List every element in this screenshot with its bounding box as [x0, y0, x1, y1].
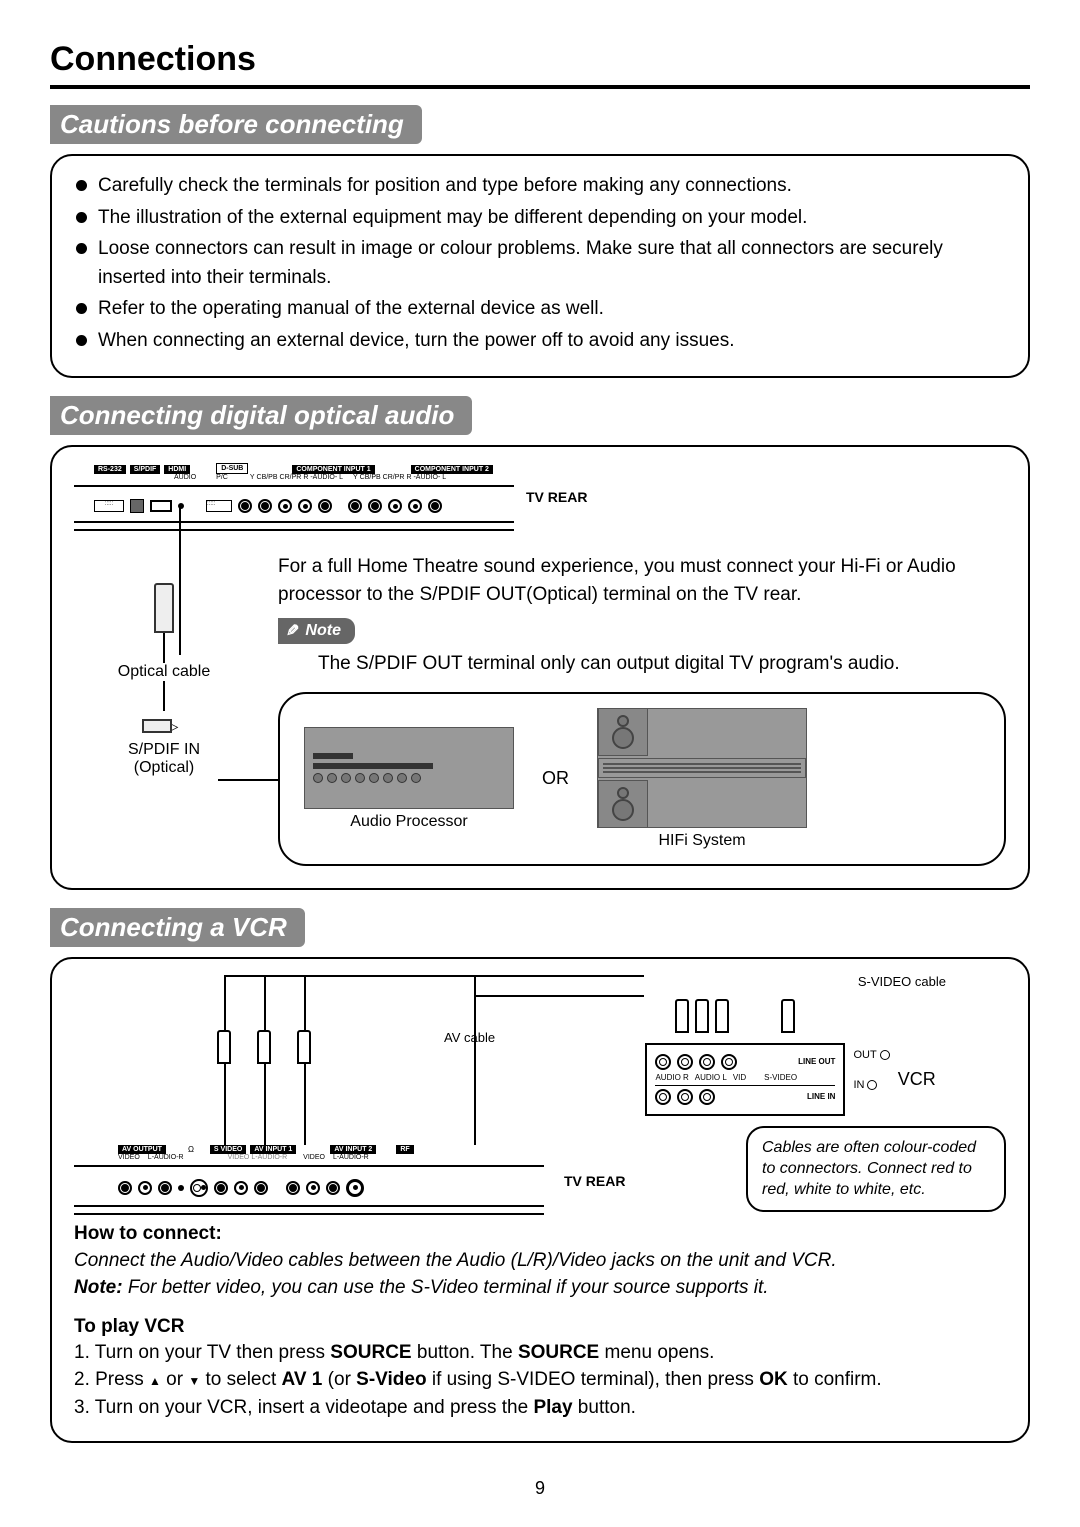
- to-play-head: To play VCR: [74, 1316, 1006, 1338]
- how-to-connect-note: Note: For better video, you can use the …: [74, 1274, 1006, 1302]
- port-label: AV INPUT 1: [250, 1145, 296, 1154]
- av-plug-icon: [297, 1030, 311, 1064]
- optical-cable-label: Optical cable: [118, 663, 211, 681]
- in-label: IN: [853, 1079, 864, 1091]
- or-label: OR: [542, 768, 569, 789]
- play-step: 2. Press or to select AV 1 (or S-Video i…: [74, 1367, 1006, 1394]
- color-code-info: Cables are often colour-coded to connect…: [746, 1126, 1006, 1212]
- optical-box: RS-232 S/PDIF HDMI D-SUB COMPONENT INPUT…: [50, 445, 1030, 890]
- audio-processor-image: [304, 727, 514, 809]
- note-bold: Note:: [74, 1277, 123, 1298]
- port-label: RS-232: [94, 465, 126, 474]
- section-header-cautions: Cautions before connecting: [50, 105, 422, 144]
- vcr-plug-icon: [695, 999, 709, 1033]
- headphone-icon: Ω: [188, 1145, 194, 1154]
- vcr-jack-label: VID: [733, 1073, 746, 1082]
- down-arrow-icon: [188, 1369, 200, 1390]
- section-header-vcr: Connecting a VCR: [50, 908, 305, 947]
- optical-body-text: For a full Home Theatre sound experience…: [278, 553, 1006, 608]
- av-plug-icon: [217, 1030, 231, 1064]
- play-steps-list: 1. Turn on your TV then press SOURCE but…: [74, 1340, 1006, 1422]
- tv-sub-labels: AUDIO P/C Y CB/PB CR/PR R -AUDIO- L Y CB…: [74, 474, 514, 481]
- optical-diagram: RS-232 S/PDIF HDMI D-SUB COMPONENT INPUT…: [74, 463, 1006, 866]
- play-step: 3. Turn on your VCR, insert a videotape …: [74, 1395, 1006, 1422]
- port-label: COMPONENT INPUT 1: [292, 465, 374, 474]
- caution-item: The illustration of the external equipme…: [74, 204, 1006, 233]
- port-label: D-SUB: [216, 463, 248, 474]
- sub-label: CR/PR: [280, 474, 302, 481]
- line-out-label: LINE OUT: [798, 1057, 835, 1066]
- av-cable-label: AV cable: [444, 1030, 495, 1045]
- port-label: S/PDIF: [130, 465, 161, 474]
- note-badge: Note: [278, 618, 355, 644]
- optical-plug-top-icon: [154, 583, 174, 633]
- note-text: The S/PDIF OUT terminal only can output …: [318, 650, 1006, 678]
- vcr-diagram: AV cable AV OUTPUT Ω S VIDEO AV INPUT 1 …: [74, 975, 1006, 1422]
- tv-rear-panel: ::::: :::::: [74, 485, 514, 523]
- port-label: AV OUTPUT: [118, 1145, 166, 1154]
- sub-label: VIDEO: [118, 1154, 140, 1161]
- vcr-tv-top-labels: AV OUTPUT Ω S VIDEO AV INPUT 1 AV INPUT …: [74, 1145, 544, 1154]
- svideo-plug-icon: [781, 999, 795, 1033]
- play-step: 1. Turn on your TV then press SOURCE but…: [74, 1340, 1006, 1367]
- tv-top-port-labels: RS-232 S/PDIF HDMI D-SUB COMPONENT INPUT…: [74, 463, 514, 474]
- port-label: S VIDEO: [210, 1145, 246, 1154]
- hifi-image: [597, 708, 807, 828]
- how-to-connect-head: How to connect:: [74, 1223, 1006, 1245]
- caution-item: Refer to the operating manual of the ext…: [74, 295, 1006, 324]
- equipment-box: Audio Processor OR HIFi System: [278, 692, 1006, 866]
- audio-processor-caption: Audio Processor: [304, 813, 514, 831]
- av-plug-icon: [257, 1030, 271, 1064]
- caution-item: When connecting an external device, turn…: [74, 327, 1006, 356]
- vcr-jack-label: AUDIO R: [655, 1073, 688, 1082]
- sub-label: L-AUDIO-R: [333, 1154, 369, 1161]
- page-number: 9: [0, 1478, 1080, 1499]
- tv-rear-panel-vcr: [74, 1165, 544, 1207]
- cautions-box: Carefully check the terminals for positi…: [50, 154, 1030, 378]
- vcr-jack-label: AUDIO L: [695, 1073, 727, 1082]
- spdif-in-label: S/PDIF IN: [128, 741, 200, 759]
- tv-rear-label: TV REAR: [526, 489, 587, 505]
- sub-label: Y: [353, 474, 358, 481]
- port-label: HDMI: [164, 465, 190, 474]
- page-title: Connections: [50, 40, 1030, 89]
- svideo-cable-label: S-VIDEO cable: [645, 975, 1006, 989]
- vcr-rear-panel: LINE OUT AUDIO R AUDIO L VID S-VIDEO: [645, 1043, 845, 1116]
- port-label: RF: [396, 1145, 413, 1154]
- sub-label: CB/PB: [360, 474, 381, 481]
- spdif-in-sub: (Optical): [134, 759, 194, 777]
- vcr-plug-icon: [675, 999, 689, 1033]
- how-to-connect-text: Connect the Audio/Video cables between t…: [74, 1247, 1006, 1275]
- vcr-box: AV cable AV OUTPUT Ω S VIDEO AV INPUT 1 …: [50, 957, 1030, 1443]
- sub-label: L-AUDIO-R: [148, 1154, 184, 1161]
- sub-label: Y: [250, 474, 255, 481]
- sub-label: R -AUDIO- L: [303, 474, 343, 481]
- vcr-label: VCR: [898, 1069, 936, 1090]
- vcr-jack-label: S-VIDEO: [764, 1073, 797, 1082]
- port-label: AV INPUT 2: [330, 1145, 376, 1154]
- sub-label: L-AUDIO-R: [251, 1154, 287, 1161]
- caution-item: Carefully check the terminals for positi…: [74, 172, 1006, 201]
- vcr-plug-icon: [715, 999, 729, 1033]
- tv-rear-label-vcr: TV REAR: [564, 1173, 625, 1189]
- sub-label: VIDEO: [228, 1154, 250, 1161]
- out-label: OUT: [853, 1049, 876, 1061]
- cautions-list: Carefully check the terminals for positi…: [74, 172, 1006, 355]
- section-header-optical: Connecting digital optical audio: [50, 396, 472, 435]
- sub-label: CB/PB: [257, 474, 278, 481]
- sub-label: P/C: [216, 474, 228, 481]
- up-arrow-icon: [149, 1369, 161, 1390]
- line-in-label: LINE IN: [807, 1092, 835, 1101]
- sub-label: R -AUDIO- L: [406, 474, 446, 481]
- sub-label: AUDIO: [174, 474, 196, 481]
- caution-item: Loose connectors can result in image or …: [74, 235, 1006, 292]
- port-label: COMPONENT INPUT 2: [411, 465, 493, 474]
- hifi-caption: HIFi System: [597, 832, 807, 850]
- sub-label: CR/PR: [383, 474, 405, 481]
- sub-label: VIDEO: [303, 1154, 325, 1161]
